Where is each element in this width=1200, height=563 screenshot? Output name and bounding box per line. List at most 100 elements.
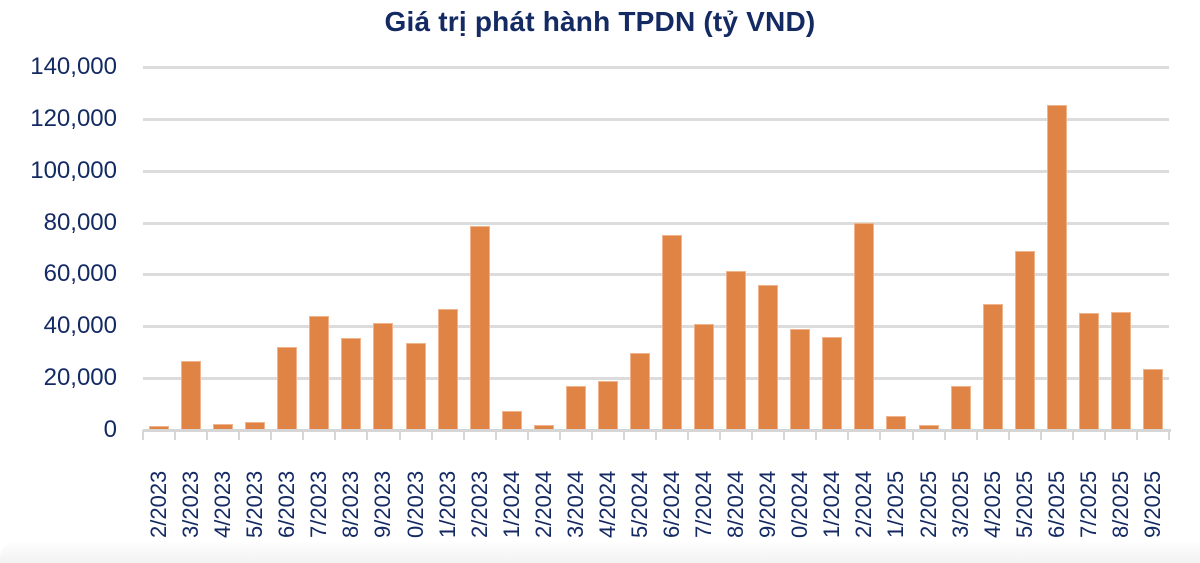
x-axis-tick bbox=[1135, 430, 1138, 440]
x-axis-tick bbox=[1071, 430, 1074, 440]
bar bbox=[181, 360, 202, 430]
x-axis-tick-label: 4/2023 bbox=[210, 470, 236, 538]
x-axis-tick-label: 2/2024 bbox=[851, 470, 877, 538]
x-axis-tick bbox=[1103, 430, 1106, 440]
bar bbox=[405, 343, 426, 430]
x-axis-tick-label: 3/2023 bbox=[178, 470, 204, 538]
bottom-shadow bbox=[0, 540, 1200, 563]
y-axis-tick-label: 140,000 bbox=[30, 53, 117, 80]
x-axis-tick bbox=[558, 430, 561, 440]
bar bbox=[309, 315, 330, 430]
y-axis-tick-label: 0 bbox=[103, 416, 117, 443]
x-axis-tick-label: 6/2025 bbox=[1043, 470, 1069, 538]
bar bbox=[662, 234, 683, 430]
x-axis-tick bbox=[302, 430, 305, 440]
bar bbox=[1110, 312, 1131, 430]
bar bbox=[629, 352, 650, 430]
x-axis-tick bbox=[238, 430, 241, 440]
x-axis-tick-label: 7/2023 bbox=[306, 470, 332, 538]
bar bbox=[822, 336, 843, 430]
bar bbox=[149, 426, 170, 430]
x-axis-tick bbox=[398, 430, 401, 440]
gridline bbox=[143, 169, 1169, 173]
bar bbox=[501, 411, 522, 430]
x-axis-tick bbox=[975, 430, 978, 440]
bar bbox=[437, 309, 458, 430]
x-axis-tick bbox=[1168, 430, 1170, 440]
x-axis-tick bbox=[366, 430, 369, 440]
bar bbox=[918, 424, 939, 430]
x-axis-tick bbox=[622, 430, 625, 440]
bar bbox=[597, 380, 618, 430]
x-axis-tick bbox=[494, 430, 497, 440]
x-axis-tick-label: 5/2023 bbox=[242, 470, 268, 538]
gridline bbox=[143, 273, 1169, 277]
x-axis-tick-label: 0/2023 bbox=[402, 470, 428, 538]
y-axis-tick-label: 80,000 bbox=[43, 208, 117, 236]
gridline bbox=[143, 325, 1169, 329]
gridline bbox=[143, 66, 1169, 69]
x-axis-tick-label: 8/2024 bbox=[723, 470, 749, 538]
x-axis-tick bbox=[911, 430, 914, 440]
x-axis-tick bbox=[270, 430, 273, 440]
bar bbox=[790, 329, 811, 430]
y-axis-tick-label: 120,000 bbox=[30, 104, 117, 132]
bar bbox=[373, 322, 394, 430]
x-axis-tick-label: 1/2023 bbox=[434, 470, 460, 538]
x-axis-tick bbox=[174, 430, 177, 440]
x-axis-tick-label: 7/2025 bbox=[1075, 470, 1101, 538]
x-axis-tick bbox=[783, 430, 786, 440]
x-axis-tick bbox=[1007, 430, 1010, 440]
x-axis-tick-label: 1/2025 bbox=[883, 470, 909, 538]
bar bbox=[341, 337, 362, 430]
x-axis-tick-label: 3/2025 bbox=[947, 470, 973, 538]
x-axis-tick-label: 6/2023 bbox=[274, 470, 300, 538]
bar bbox=[982, 303, 1003, 430]
x-axis-tick-label: 2/2023 bbox=[466, 470, 492, 538]
bar bbox=[245, 422, 266, 430]
bar bbox=[1142, 369, 1163, 430]
bar bbox=[694, 324, 715, 430]
y-axis-tick-label: 20,000 bbox=[43, 364, 117, 392]
bar bbox=[854, 223, 875, 430]
x-axis-line bbox=[143, 429, 1171, 432]
bar bbox=[213, 424, 234, 430]
bar bbox=[533, 425, 554, 430]
y-axis-tick-label: 40,000 bbox=[43, 312, 117, 340]
x-axis-tick-label: 7/2024 bbox=[691, 470, 717, 538]
bar bbox=[277, 347, 298, 430]
x-axis-tick bbox=[462, 430, 465, 440]
x-axis-tick bbox=[879, 430, 882, 440]
bar bbox=[565, 386, 586, 430]
x-axis-tick-label: 5/2024 bbox=[626, 470, 652, 538]
y-axis-tick-label: 100,000 bbox=[30, 156, 117, 184]
x-axis-tick-label: 1/2024 bbox=[498, 470, 524, 538]
x-axis-tick bbox=[334, 430, 337, 440]
x-axis-tick-label: 2/2024 bbox=[530, 470, 556, 538]
x-axis-tick bbox=[590, 430, 593, 440]
x-axis-tick-label: 3/2024 bbox=[562, 470, 588, 538]
x-axis-tick bbox=[751, 430, 754, 440]
x-axis-tick-label: 9/2023 bbox=[370, 470, 396, 538]
gridline bbox=[143, 117, 1169, 121]
bar bbox=[726, 270, 747, 430]
bar bbox=[886, 415, 907, 430]
x-axis-tick bbox=[847, 430, 850, 440]
x-axis-tick-label: 6/2024 bbox=[659, 470, 685, 538]
x-axis-tick-label: 0/2024 bbox=[787, 470, 813, 538]
x-axis-tick-label: 1/2024 bbox=[819, 470, 845, 538]
x-axis-tick-label: 9/2025 bbox=[1139, 470, 1165, 538]
bar bbox=[469, 225, 490, 430]
bar bbox=[1014, 250, 1035, 430]
x-axis-tick-label: 8/2025 bbox=[1107, 470, 1133, 538]
x-axis-tick bbox=[526, 430, 529, 440]
x-axis-tick-label: 2/2023 bbox=[146, 470, 172, 538]
x-axis-tick-label: 4/2024 bbox=[594, 470, 620, 538]
bar bbox=[1046, 105, 1067, 430]
bar bbox=[758, 284, 779, 430]
x-axis-tick-label: 2/2025 bbox=[915, 470, 941, 538]
x-axis-tick-label: 5/2025 bbox=[1011, 470, 1037, 538]
bar bbox=[950, 385, 971, 430]
x-axis-tick-label: 8/2023 bbox=[338, 470, 364, 538]
